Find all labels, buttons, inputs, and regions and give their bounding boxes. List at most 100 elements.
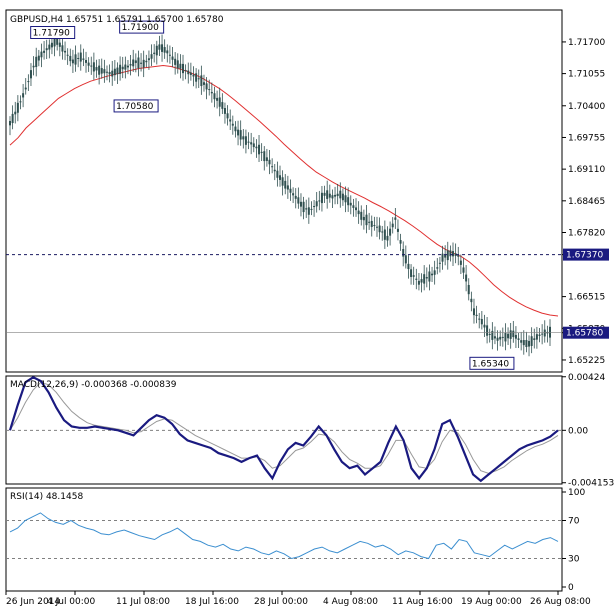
price-extreme-label: 1.65340 — [472, 359, 509, 369]
price-candle-body — [244, 136, 247, 145]
price-candle-body — [370, 220, 373, 227]
price-candle-body — [121, 66, 124, 70]
price-candle-body — [171, 56, 174, 60]
price-candle-body — [166, 50, 169, 54]
price-candle-body — [79, 52, 82, 62]
price-candle-body — [362, 216, 365, 221]
price-candle-body — [29, 70, 32, 79]
price-candle-body — [438, 262, 441, 264]
price-candle-body — [163, 47, 166, 53]
price-candle-body — [402, 248, 405, 257]
price-candle-body — [344, 195, 347, 203]
price-y-tick-label: 1.69110 — [568, 165, 605, 175]
price-candle-body — [373, 225, 376, 227]
price-candle-body — [375, 226, 378, 228]
price-candle-body — [496, 337, 499, 341]
price-y-tick-label: 1.70400 — [568, 102, 605, 112]
price-candle-body — [334, 194, 337, 197]
x-axis-tick-label: 28 Jul 00:00 — [254, 597, 308, 607]
price-candle-body — [302, 201, 305, 213]
price-candle-body — [483, 324, 486, 328]
price-candle-body — [24, 87, 27, 90]
price-candle-body — [150, 54, 153, 59]
price-candle-body — [428, 271, 431, 282]
price-candle-body — [323, 192, 326, 196]
price-candle-body — [92, 62, 95, 72]
price-candle-body — [66, 54, 69, 56]
price-candle-body — [386, 235, 389, 241]
price-candle-body — [530, 336, 533, 346]
macd-panel: 0.00424 0.00 -0.004153 MACD(12,26,9) -0.00… — [5, 373, 614, 489]
price-candle-body — [239, 130, 242, 140]
price-grid: 1.71700 1.71055 1.70400 1.69755 1.69110 1.684… — [562, 38, 609, 366]
price-candle-body — [231, 123, 234, 126]
price-candle-body — [74, 54, 77, 65]
price-candle-body — [147, 58, 150, 61]
price-candle-body — [192, 74, 195, 77]
price-candle-body — [360, 211, 363, 220]
price-y-tick-label: 1.65225 — [568, 356, 605, 366]
macd-grid: 0.00424 0.00 -0.004153 — [6, 373, 614, 489]
price-candle-body — [140, 62, 143, 64]
macd-panel-title: MACD(12,26,9) -0.000368 -0.000839 — [10, 380, 177, 390]
price-extreme-label-box — [469, 356, 515, 370]
price-candle-body — [182, 63, 185, 74]
rsi-grid: 100 70 30 0 — [6, 488, 585, 593]
price-candle-body — [252, 143, 255, 148]
price-candle-body — [98, 65, 101, 75]
price-candle-body — [462, 267, 465, 273]
macd-lines — [8, 376, 559, 483]
price-candle-body — [412, 275, 415, 277]
price-candle-body — [493, 336, 496, 339]
price-candle-body — [108, 71, 111, 75]
price-y-tick-label: 1.67820 — [568, 229, 605, 239]
price-candle-body — [111, 70, 114, 77]
price-candles — [9, 28, 551, 357]
price-candle-body — [320, 192, 323, 204]
price-candle-body — [328, 193, 331, 198]
price-candle-body — [119, 64, 122, 74]
price-candle-body — [355, 207, 358, 211]
price-candle-body — [40, 51, 43, 58]
price-candle-body — [61, 45, 64, 52]
price-panel-frame — [5, 9, 563, 373]
price-extreme-label-box — [119, 20, 165, 34]
price-candle-body — [137, 57, 140, 69]
price-candle-body — [499, 336, 502, 340]
price-candle-body — [158, 44, 161, 50]
price-candle-body — [465, 274, 468, 282]
x-axis-tick-label: 18 Jul 16:00 — [185, 597, 239, 607]
price-candle-body — [16, 102, 19, 113]
rsi-y-tick-label: 100 — [568, 488, 585, 498]
price-candle-body — [538, 334, 541, 336]
price-candle-body — [56, 36, 59, 45]
price-candle-body — [433, 270, 436, 275]
price-candle-body — [82, 58, 85, 60]
price-candle-body — [457, 254, 460, 257]
rsi-lines — [9, 512, 559, 560]
price-candle-body — [286, 185, 289, 190]
price-candle-body — [202, 82, 205, 85]
price-candle-body — [389, 228, 392, 236]
price-candle-body — [297, 197, 300, 204]
price-candle-body — [365, 214, 368, 226]
price-candle-body — [113, 68, 116, 76]
price-candle-body — [326, 190, 329, 199]
price-candle-body — [423, 274, 426, 284]
macd-y-tick-label: 0.00424 — [568, 373, 605, 383]
price-candle-body — [491, 330, 494, 340]
price-candle-body — [525, 339, 528, 348]
price-candle-body — [279, 175, 281, 180]
price-candle-body — [514, 334, 517, 339]
price-candle-body — [339, 190, 342, 199]
x-axis-tick-label: 19 Aug 00:00 — [461, 597, 522, 607]
price-candle-body — [90, 65, 93, 67]
price-candle-body — [394, 217, 397, 220]
price-candle-body — [174, 58, 177, 65]
price-candle-body — [528, 340, 531, 347]
price-candle-body — [446, 250, 449, 261]
price-candle-body — [470, 298, 473, 303]
price-y-tick-label: 1.67370 — [566, 251, 603, 261]
price-y-tick-label: 1.71700 — [568, 38, 605, 48]
price-candle-body — [58, 42, 61, 47]
